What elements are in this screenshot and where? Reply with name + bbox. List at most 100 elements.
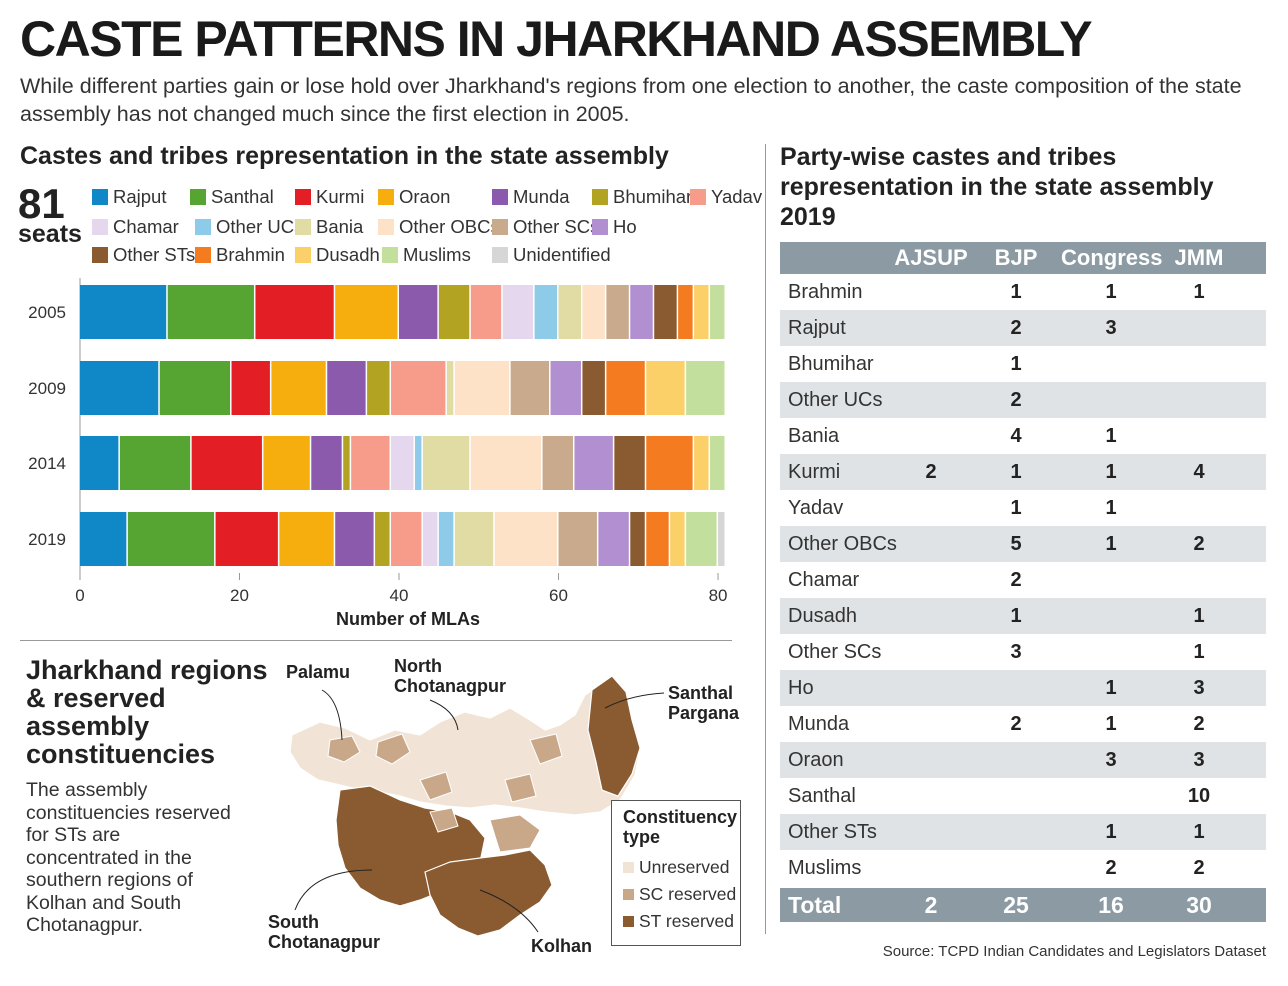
bar-segment [127, 512, 215, 566]
table-cell: 3 [1105, 317, 1117, 339]
bar-segment [510, 361, 550, 415]
bar-segment [271, 361, 326, 415]
bar-segment [606, 285, 629, 339]
legend-item: Bania [295, 216, 363, 238]
legend-label: Unidentified [513, 244, 611, 265]
row-label: Dusadh [788, 605, 857, 627]
legend-item: Kurmi [295, 186, 364, 208]
legend-swatch [295, 247, 311, 263]
legend-item: Other STs [92, 244, 195, 266]
legend-swatch [492, 189, 508, 205]
bar-segment [582, 361, 605, 415]
legend-swatch [492, 247, 508, 263]
table-cell: 1 [1193, 281, 1205, 303]
bar-segment [574, 436, 613, 490]
bar-segment [470, 436, 542, 490]
x-tick-label: 80 [709, 586, 728, 605]
bar-segment [710, 436, 725, 490]
legend-swatch [295, 219, 311, 235]
bar-segment [231, 361, 270, 415]
bar-segment [654, 285, 677, 339]
table-cell: 1 [1010, 605, 1022, 627]
legend-item: Dusadh [295, 244, 380, 266]
legend-item: Other UCs [195, 216, 303, 238]
bar-chart-title: Castes and tribes representation in the … [20, 142, 669, 170]
legend-item: Yadav [690, 186, 762, 208]
bar-segment [438, 512, 454, 566]
table-row: Other OBCs 5 1 2 [780, 526, 1266, 562]
legend-label: Chamar [113, 216, 179, 237]
table-row: Muslims 2 2 [780, 850, 1266, 886]
row-label: Chamar [788, 569, 860, 591]
table-cell: 3 [1193, 749, 1205, 771]
legend-item: Brahmin [195, 244, 285, 266]
table-row: Bania 4 1 [780, 418, 1266, 454]
table-cell: 2 [1010, 569, 1022, 591]
legend-item: Chamar [92, 216, 179, 238]
bar-segment [678, 285, 693, 339]
table-cell: 2 [1010, 389, 1022, 411]
row-label: Other SCs [788, 641, 882, 663]
bar-segment [327, 361, 366, 415]
legend-swatch [190, 189, 206, 205]
map-region-santhal-st [587, 675, 641, 797]
section-divider-vertical [765, 144, 766, 934]
table-cell: 2 [925, 461, 937, 483]
table-title: Party-wise castes and tribes representat… [780, 143, 1214, 231]
map-legend-item: SC reserved [623, 884, 736, 905]
table-cell: 1 [1105, 497, 1117, 519]
row-label: Bania [788, 425, 840, 447]
bar-segment [335, 512, 374, 566]
bar-segment [558, 285, 581, 339]
label-south-2: Chotanagpur [268, 932, 380, 952]
table-row: Ho 1 3 [780, 670, 1266, 706]
map-legend-title-1: Constituency [623, 807, 738, 827]
legend-label: Yadav [711, 186, 763, 207]
table-column-header: JMM [1174, 245, 1224, 270]
bar-segment [311, 436, 342, 490]
bar-segment [646, 436, 693, 490]
leader-palamu [321, 689, 343, 741]
table-cell: 2 [1193, 713, 1205, 735]
bar-segment [670, 512, 685, 566]
bar-segment [630, 512, 645, 566]
bar-segment [391, 361, 446, 415]
bar-segment [367, 361, 390, 415]
row-label: Ho [788, 677, 814, 699]
total-cell: 16 [1098, 892, 1124, 918]
total-cell: 30 [1186, 892, 1212, 918]
table-cell: 3 [1193, 677, 1205, 699]
table-row: Yadav 1 1 [780, 490, 1266, 526]
row-label: Rajput [788, 317, 846, 339]
table-row: Munda 2 1 2 [780, 706, 1266, 742]
bar-segment [399, 285, 438, 339]
legend-swatch [92, 189, 108, 205]
bar-segment [422, 436, 470, 490]
bar-segment [414, 436, 422, 490]
legend-label: Bania [316, 216, 364, 237]
total-cell: 25 [1003, 892, 1029, 918]
label-palamu: Palamu [286, 662, 351, 682]
table-cell: 1 [1010, 353, 1022, 375]
legend-swatch [592, 189, 608, 205]
row-label: Oraon [788, 749, 844, 771]
y-tick-label: 2009 [28, 379, 66, 398]
table-cell: 2 [1010, 317, 1022, 339]
bar-segment [255, 285, 334, 339]
table-cell: 3 [1105, 749, 1117, 771]
map-legend-label: Unreserved [639, 857, 730, 877]
bar-segment [422, 512, 438, 566]
bar-segment [710, 285, 725, 339]
row-label: Brahmin [788, 281, 863, 303]
row-label: Kurmi [788, 461, 841, 483]
label-north-2: Chotanagpur [394, 676, 506, 696]
bar-segment [686, 361, 725, 415]
bar-segment [694, 436, 709, 490]
legend-label: Ho [613, 216, 637, 237]
label-kolhan: Kolhan [531, 936, 592, 956]
table-cell: 1 [1105, 821, 1117, 843]
legend-label: Munda [513, 186, 570, 207]
x-axis-label: Number of MLAs [336, 609, 480, 629]
row-label: Yadav [788, 497, 844, 519]
